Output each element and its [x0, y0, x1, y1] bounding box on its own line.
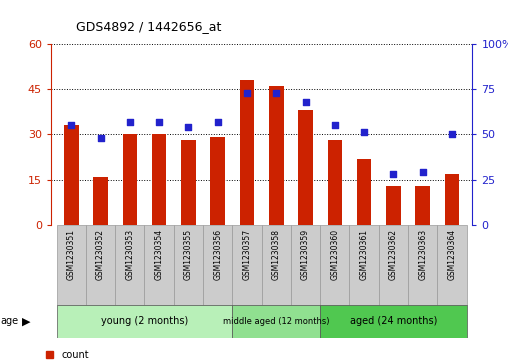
Bar	[93, 177, 108, 225]
Bar	[328, 140, 342, 225]
Bar	[437, 225, 466, 305]
Point	[214, 119, 222, 125]
Text: GSM1230356: GSM1230356	[213, 229, 222, 280]
Point	[243, 90, 251, 95]
Text: GSM1230363: GSM1230363	[418, 229, 427, 280]
Bar	[144, 225, 174, 305]
Bar	[122, 134, 137, 225]
Text: middle aged (12 months): middle aged (12 months)	[223, 317, 330, 326]
Bar	[379, 225, 408, 305]
Text: GSM1230361: GSM1230361	[360, 229, 369, 280]
Point	[360, 130, 368, 135]
Text: GSM1230364: GSM1230364	[448, 229, 457, 280]
Point	[67, 122, 75, 128]
Bar	[444, 174, 459, 225]
Text: GSM1230358: GSM1230358	[272, 229, 281, 280]
Text: GSM1230357: GSM1230357	[242, 229, 251, 280]
Bar	[320, 225, 350, 305]
Point	[301, 99, 309, 105]
Text: GSM1230354: GSM1230354	[154, 229, 164, 280]
Bar	[152, 134, 167, 225]
Point	[389, 171, 397, 177]
Bar	[203, 225, 232, 305]
Legend: count, percentile rank within the sample: count, percentile rank within the sample	[46, 350, 226, 363]
Bar	[86, 225, 115, 305]
Text: GSM1230359: GSM1230359	[301, 229, 310, 280]
Point	[184, 124, 193, 130]
Text: aged (24 months): aged (24 months)	[350, 316, 437, 326]
Text: GSM1230360: GSM1230360	[330, 229, 339, 280]
Bar	[174, 225, 203, 305]
Bar	[240, 80, 255, 225]
Bar	[269, 86, 283, 225]
Bar	[232, 305, 320, 338]
Bar	[64, 125, 79, 225]
Text: GSM1230355: GSM1230355	[184, 229, 193, 280]
Text: GSM1230362: GSM1230362	[389, 229, 398, 280]
Text: young (2 months): young (2 months)	[101, 316, 188, 326]
Bar	[416, 186, 430, 225]
Bar	[232, 225, 262, 305]
Bar	[386, 186, 401, 225]
Point	[155, 119, 163, 125]
Point	[126, 119, 134, 125]
Bar	[350, 225, 379, 305]
Point	[331, 122, 339, 128]
Bar	[357, 159, 371, 225]
Text: age: age	[1, 316, 19, 326]
Text: GSM1230353: GSM1230353	[125, 229, 134, 280]
Point	[448, 131, 456, 137]
Point	[97, 135, 105, 141]
Point	[272, 90, 280, 95]
Text: GDS4892 / 1442656_at: GDS4892 / 1442656_at	[76, 20, 221, 33]
Bar	[262, 225, 291, 305]
Text: ▶: ▶	[22, 316, 30, 326]
Bar	[408, 225, 437, 305]
Text: GSM1230352: GSM1230352	[96, 229, 105, 280]
Text: GSM1230351: GSM1230351	[67, 229, 76, 280]
Point	[419, 170, 427, 175]
Bar	[210, 137, 225, 225]
Bar	[57, 305, 232, 338]
Bar	[291, 225, 320, 305]
Bar	[320, 305, 466, 338]
Bar	[115, 225, 144, 305]
Bar	[57, 225, 86, 305]
Bar	[298, 110, 313, 225]
Bar	[181, 140, 196, 225]
